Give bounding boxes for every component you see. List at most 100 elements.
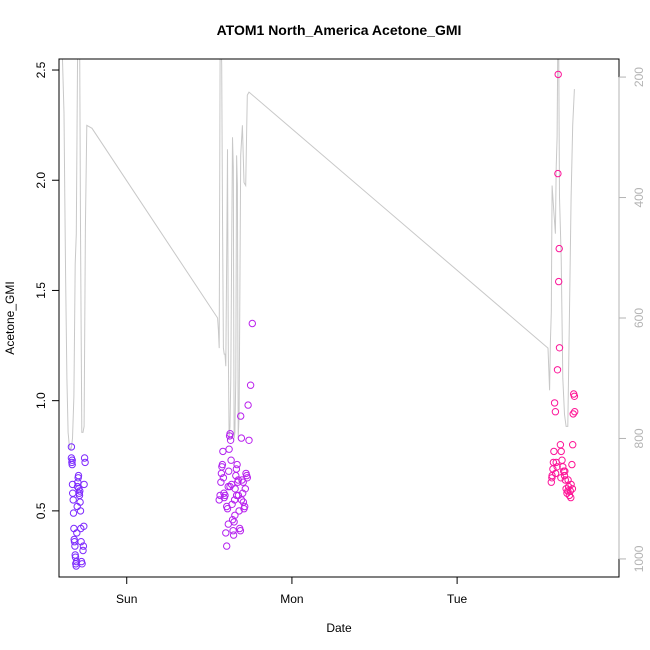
data-points <box>67 70 579 570</box>
y2-tick-label: 800 <box>632 428 646 448</box>
data-point <box>555 244 563 253</box>
data-point <box>76 487 84 495</box>
data-point <box>568 460 576 469</box>
secondary-line-series <box>61 59 575 451</box>
data-point <box>248 319 257 328</box>
data-point <box>81 458 89 467</box>
data-point <box>77 538 85 546</box>
data-point <box>227 456 235 464</box>
data-point <box>79 542 88 550</box>
data-point <box>554 70 562 79</box>
data-point <box>570 392 579 400</box>
y-tick-label: 1.0 <box>34 392 48 409</box>
data-point <box>557 447 565 456</box>
y2-tick-label: 400 <box>632 187 646 207</box>
data-point <box>239 478 247 486</box>
data-point <box>559 463 567 471</box>
data-point <box>556 441 565 449</box>
y-tick-label: 0.5 <box>34 502 48 519</box>
x-tick-label: Sun <box>116 592 137 606</box>
data-point <box>550 399 559 407</box>
data-point <box>235 507 243 515</box>
y-tick-label: 2.0 <box>34 172 48 189</box>
data-point <box>241 485 250 493</box>
data-point <box>571 408 579 416</box>
data-point <box>246 381 255 389</box>
data-point <box>68 456 76 464</box>
data-point <box>237 496 246 504</box>
data-point <box>229 527 237 535</box>
data-point <box>223 502 231 511</box>
secondary-y-axis: 200 400 600 800 1000 <box>618 67 646 572</box>
data-point <box>228 516 237 524</box>
x-tick-label: Mon <box>280 592 303 606</box>
data-point <box>237 412 245 420</box>
data-point <box>551 469 560 478</box>
data-point <box>245 436 253 444</box>
data-point <box>73 529 81 537</box>
data-point <box>234 476 242 484</box>
data-point <box>564 476 572 484</box>
data-point <box>232 491 241 500</box>
data-point <box>69 496 77 504</box>
data-point <box>550 447 558 456</box>
data-point <box>218 460 227 469</box>
data-point <box>244 401 252 409</box>
data-point <box>551 408 560 416</box>
data-point <box>569 441 577 449</box>
data-point <box>549 458 558 467</box>
data-point <box>226 482 234 491</box>
data-point <box>225 467 233 475</box>
data-point <box>231 511 239 519</box>
data-point <box>76 498 84 506</box>
secondary-line-path <box>61 59 575 451</box>
data-point <box>243 474 252 482</box>
data-point <box>219 447 227 456</box>
data-point <box>232 465 241 473</box>
data-point <box>74 471 83 480</box>
data-point <box>548 474 556 482</box>
data-point <box>554 169 562 178</box>
data-point <box>564 487 572 495</box>
data-point <box>80 480 88 489</box>
data-point <box>68 460 76 469</box>
data-point <box>217 478 225 486</box>
plot-frame <box>58 58 620 578</box>
data-point <box>79 546 87 555</box>
data-point <box>219 474 228 482</box>
data-point <box>569 410 577 418</box>
data-point <box>561 467 569 475</box>
y-tick-label: 2.5 <box>34 61 48 78</box>
data-point <box>222 529 230 537</box>
data-point <box>558 456 566 464</box>
data-point <box>241 502 249 511</box>
data-point <box>67 443 76 451</box>
data-point <box>553 463 561 471</box>
data-point <box>233 460 241 469</box>
data-point <box>216 491 224 500</box>
y2-tick-label: 1000 <box>632 545 646 572</box>
data-point <box>236 527 245 535</box>
data-point <box>80 454 89 462</box>
data-point <box>567 493 575 502</box>
chart-title: ATOM1 North_America Acetone_GMI <box>217 22 462 38</box>
data-point <box>221 491 229 500</box>
data-point <box>225 445 233 453</box>
x-axis-label: Date <box>326 621 352 635</box>
data-point <box>568 485 577 493</box>
data-point <box>69 489 77 497</box>
y2-tick-label: 200 <box>632 67 646 87</box>
x-axis: Sun Mon Tue <box>116 576 468 606</box>
data-point <box>229 531 238 539</box>
data-point <box>223 542 231 550</box>
data-point <box>237 434 246 442</box>
data-point <box>69 509 78 517</box>
data-point <box>555 277 563 286</box>
data-point <box>224 520 233 528</box>
data-point <box>71 542 79 550</box>
y-axis: 0.5 1.0 1.5 2.0 2.5 <box>34 61 60 519</box>
data-point <box>561 476 569 484</box>
data-point <box>76 507 85 515</box>
data-point <box>226 436 235 444</box>
